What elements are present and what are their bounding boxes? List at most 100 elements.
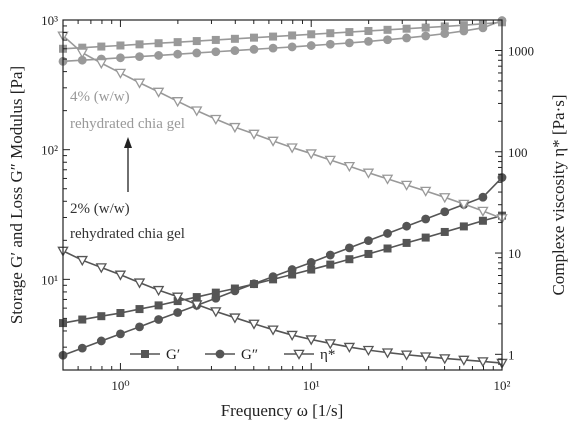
legend-item: G′ <box>130 347 180 363</box>
data-point <box>230 46 240 55</box>
data-point <box>421 233 430 242</box>
data-point <box>267 136 279 147</box>
data-point <box>402 221 412 231</box>
data-point <box>381 348 394 359</box>
legend-label: G′ <box>166 347 180 363</box>
data-point <box>325 250 335 260</box>
data-point <box>440 227 449 236</box>
data-point <box>249 279 259 289</box>
data-point <box>116 329 125 339</box>
data-point <box>211 47 221 57</box>
series-5 <box>57 31 508 225</box>
data-point <box>419 186 432 197</box>
data-point <box>306 41 316 50</box>
legend-marker <box>215 349 225 359</box>
legend-marker <box>293 349 305 360</box>
data-point <box>343 342 356 353</box>
plot-frame <box>62 19 503 371</box>
data-point <box>344 243 354 253</box>
data-point <box>364 249 373 258</box>
data-point <box>173 38 182 47</box>
data-point <box>458 355 470 366</box>
data-point <box>154 39 163 48</box>
data-point <box>383 229 392 238</box>
data-point <box>459 21 468 30</box>
data-point <box>343 161 356 173</box>
data-point <box>152 285 165 297</box>
y-left-tick-label: 10² <box>41 143 58 158</box>
data-point <box>135 322 144 332</box>
data-point <box>440 207 450 217</box>
data-point <box>421 23 430 32</box>
x-tick-label: 10⁰ <box>111 378 129 393</box>
y-axis-left-title: Storage G′ and Loss G″ Modulus [Pa] <box>7 66 26 324</box>
data-point <box>211 35 220 44</box>
data-point <box>459 222 468 231</box>
data-point <box>421 31 431 41</box>
annotation-2pct-line2: rehydrated chia gel <box>70 226 185 242</box>
series-2 <box>57 246 508 369</box>
data-point <box>78 43 87 52</box>
data-point <box>364 236 373 246</box>
data-point <box>230 34 239 43</box>
data-point <box>230 286 240 296</box>
data-point <box>229 122 241 134</box>
data-point <box>326 29 335 38</box>
y-axis-right-title: Complexe viscosity η* [Pa·s] <box>549 94 568 295</box>
data-point <box>249 33 258 42</box>
data-point <box>383 25 392 34</box>
data-point <box>191 106 203 117</box>
y-left-tick-label: 10¹ <box>41 272 58 287</box>
data-point <box>114 270 127 281</box>
data-point <box>211 288 220 297</box>
data-point <box>171 97 184 108</box>
data-point <box>191 300 203 311</box>
y-right-tick-label: 100 <box>508 145 528 160</box>
data-point <box>458 199 470 210</box>
data-point <box>439 193 451 204</box>
data-point <box>77 55 87 65</box>
y-right-tick-label: 1000 <box>508 43 534 58</box>
data-point <box>116 41 125 50</box>
data-point <box>345 28 354 37</box>
series-line <box>62 250 503 364</box>
data-point <box>478 192 488 202</box>
data-point <box>152 87 165 98</box>
data-point <box>305 335 317 346</box>
data-point <box>402 33 412 43</box>
data-point <box>133 78 146 89</box>
legend-marker <box>141 350 149 358</box>
data-point <box>269 32 278 41</box>
legend: G′ G″ η* <box>130 347 335 363</box>
data-point <box>344 38 354 48</box>
data-point <box>400 180 413 191</box>
data-point <box>135 40 144 49</box>
data-point <box>400 350 413 361</box>
data-point <box>421 214 431 224</box>
data-point <box>229 313 241 324</box>
legend-item: G″ <box>205 347 258 363</box>
data-point <box>76 255 88 267</box>
data-point <box>286 143 298 154</box>
data-point <box>211 293 221 303</box>
y-right-tick-label: 10 <box>508 246 521 261</box>
data-point <box>135 305 144 314</box>
data-point <box>248 319 260 330</box>
data-point <box>210 114 222 126</box>
data-point <box>362 168 375 179</box>
data-point <box>268 43 278 53</box>
data-point <box>381 174 394 185</box>
data-point <box>419 352 432 363</box>
data-point <box>268 272 278 282</box>
data-point <box>345 255 354 264</box>
data-point <box>324 155 337 166</box>
data-point <box>324 339 337 350</box>
data-point <box>76 48 88 59</box>
data-point <box>286 330 298 341</box>
data-point <box>477 357 489 368</box>
data-point <box>439 354 451 365</box>
data-layer <box>57 16 508 369</box>
annotation-4pct-line2: rehydrated chia gel <box>70 116 185 132</box>
legend-label: η* <box>320 347 335 363</box>
data-point <box>440 22 449 31</box>
